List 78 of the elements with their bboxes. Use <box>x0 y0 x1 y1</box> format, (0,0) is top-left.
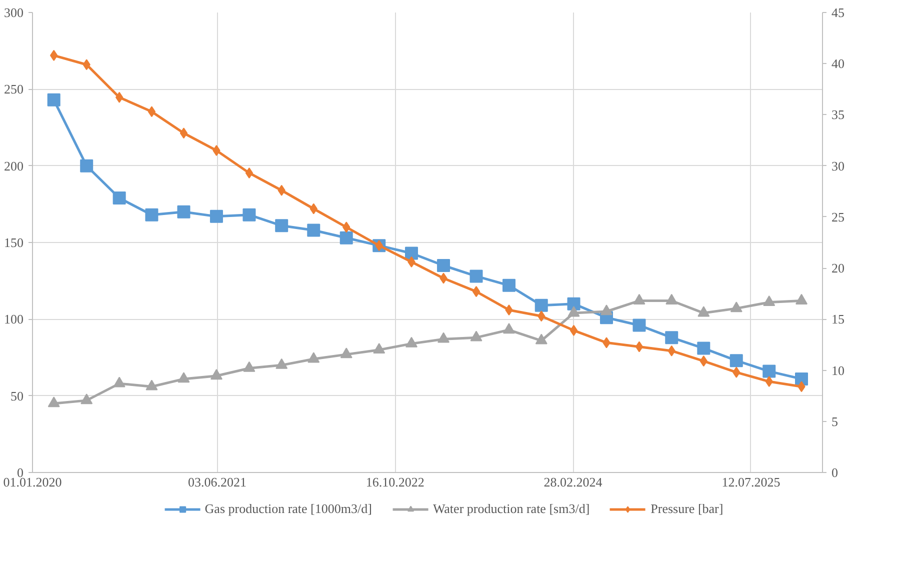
y2-tick-label: 15 <box>832 312 844 327</box>
point <box>567 297 580 310</box>
point <box>275 219 288 232</box>
point <box>665 331 678 344</box>
x-tick-label: 28.02.2024 <box>544 474 603 490</box>
point <box>762 364 776 378</box>
point <box>470 330 482 342</box>
point <box>245 167 254 178</box>
point <box>472 286 480 298</box>
y-tick-label: 300 <box>4 5 24 20</box>
point <box>276 358 288 369</box>
y2-tick-label: 25 <box>832 209 844 224</box>
point <box>210 369 222 380</box>
point <box>47 93 60 106</box>
point <box>242 208 256 222</box>
x-tick-label: 12.07.2025 <box>722 474 780 490</box>
point <box>666 294 678 304</box>
point <box>115 92 124 103</box>
point <box>470 270 483 283</box>
point <box>633 294 646 304</box>
point <box>308 352 320 363</box>
point <box>80 159 94 172</box>
point <box>697 342 710 355</box>
y-tick-label: 100 <box>4 312 24 327</box>
y2-tick-label: 45 <box>832 5 844 20</box>
x-tick-label: 16.10.2022 <box>366 474 424 490</box>
point <box>730 354 743 368</box>
point <box>796 294 808 304</box>
point <box>600 304 612 316</box>
y2-tick-label: 0 <box>832 465 838 480</box>
point <box>180 128 188 139</box>
point <box>404 246 418 260</box>
point <box>48 396 60 408</box>
legend-label: Water production rate [sm3/d] <box>432 501 590 517</box>
point <box>210 210 223 223</box>
point <box>307 224 320 237</box>
point <box>373 342 386 354</box>
point <box>80 394 93 404</box>
y2-tick-label: 20 <box>832 260 844 276</box>
point <box>438 332 450 343</box>
point <box>340 231 353 244</box>
y2-tick-label: 5 <box>832 414 838 429</box>
point <box>340 348 352 358</box>
point <box>145 208 158 222</box>
point <box>535 334 548 344</box>
point <box>112 192 126 205</box>
y2-tick-label: 40 <box>832 56 844 72</box>
point <box>113 376 126 388</box>
y-tick-label: 250 <box>4 82 24 97</box>
point <box>405 336 418 348</box>
y-tick-label: 150 <box>4 235 24 250</box>
point <box>632 318 646 332</box>
x-tick-label: 03.06.2021 <box>188 474 246 490</box>
point <box>635 341 644 352</box>
point <box>212 145 220 156</box>
legend-label: Gas production rate [1000m3/d] <box>204 501 372 517</box>
y2-tick-label: 30 <box>832 158 844 174</box>
point <box>534 298 548 312</box>
y2-tick-label: 35 <box>832 107 844 122</box>
point <box>730 302 742 312</box>
y2-tick-label: 10 <box>832 362 844 378</box>
point <box>178 372 190 383</box>
point <box>502 323 515 334</box>
point <box>437 259 450 272</box>
point <box>502 278 516 292</box>
point <box>763 295 776 306</box>
y-tick-label: 50 <box>10 388 24 404</box>
y-tick-label: 200 <box>4 158 24 174</box>
point <box>568 306 580 317</box>
point <box>148 106 156 118</box>
point <box>570 324 578 336</box>
point <box>795 372 808 386</box>
point <box>698 306 710 317</box>
point <box>243 361 256 372</box>
y-tick-label: 0 <box>17 465 24 480</box>
point <box>146 380 158 390</box>
legend-label: Pressure [bar] <box>650 501 724 517</box>
point <box>177 205 190 218</box>
